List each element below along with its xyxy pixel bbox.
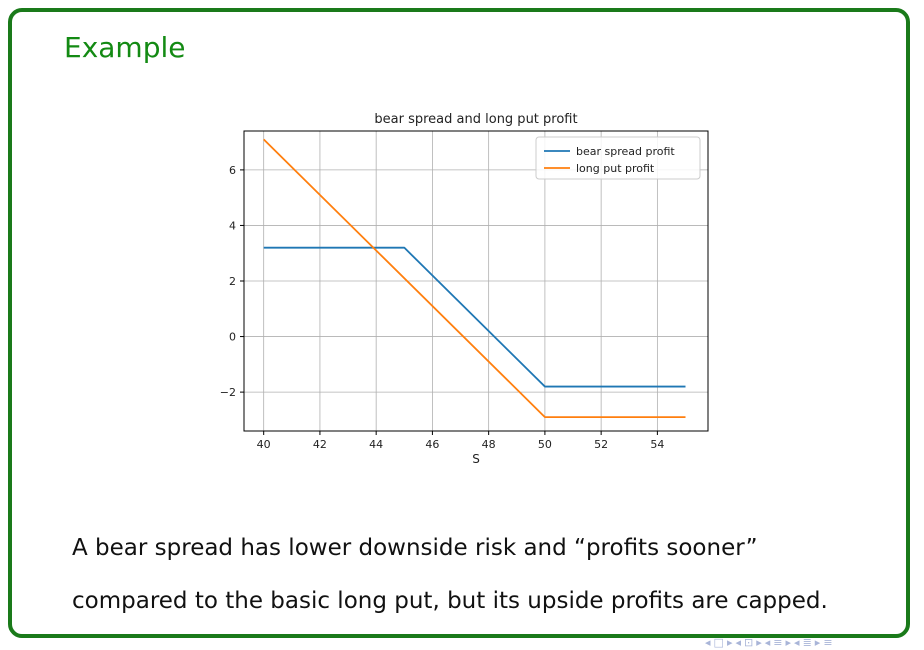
chart-title: bear spread and long put profit xyxy=(374,112,577,127)
y-tick-label: 6 xyxy=(229,164,236,177)
series-line-1 xyxy=(263,138,686,419)
subsection-icon[interactable]: ⊡ xyxy=(744,636,754,649)
x-tick-label: 40 xyxy=(257,438,271,451)
triangle-left-icon[interactable]: ◂ xyxy=(735,636,741,649)
triangle-right-icon[interactable]: ▸ xyxy=(785,636,792,649)
x-tick-label: 42 xyxy=(313,438,327,451)
triangle-left-icon[interactable]: ◂ xyxy=(705,636,711,649)
toc-icon[interactable]: ≡ xyxy=(823,636,833,649)
y-tick-label: −2 xyxy=(220,386,236,399)
series-line-0 xyxy=(263,246,686,388)
caption-line-1: A bear spread has lower downside risk an… xyxy=(72,535,758,561)
x-tick-label: 46 xyxy=(425,438,439,451)
x-axis-label: S xyxy=(472,452,480,466)
triangle-right-icon[interactable]: ▸ xyxy=(756,636,762,649)
section-icon[interactable]: ≡ xyxy=(773,636,783,649)
x-tick-label: 54 xyxy=(650,438,664,451)
triangle-right-icon[interactable]: ▸ xyxy=(726,636,733,649)
chart-figure: 40 42 44 46 48 50 52 54 6 4 2 0 −2 bear spread and lo… xyxy=(170,83,766,479)
beamer-navigation: ◂ □ ▸ ◂ ⊡ ▸ ◂ ≡ ▸ ◂ ≣ ▸ ≡ xyxy=(705,636,917,650)
triangle-left-icon[interactable]: ◂ xyxy=(764,636,771,649)
legend-label-1: long put profit xyxy=(576,162,655,175)
legend-box xyxy=(535,136,701,180)
legend-label-0: bear spread profit xyxy=(576,145,675,158)
y-tick-label: 4 xyxy=(229,219,236,232)
y-tick-label: 0 xyxy=(229,331,236,344)
x-tick-label: 52 xyxy=(594,438,608,451)
triangle-left-icon[interactable]: ◂ xyxy=(794,636,800,649)
triangle-right-icon[interactable]: ▸ xyxy=(814,636,821,649)
x-tick-label: 44 xyxy=(369,438,383,451)
y-tick-label: 2 xyxy=(229,275,236,288)
caption-line-2: compared to the basic long put, but its … xyxy=(72,588,828,614)
x-tick-label: 50 xyxy=(538,438,552,451)
list-icon[interactable]: ≣ xyxy=(802,636,812,649)
x-tick-label: 48 xyxy=(482,438,496,451)
frame-icon[interactable]: □ xyxy=(713,636,724,649)
block-title: Example xyxy=(64,31,186,64)
